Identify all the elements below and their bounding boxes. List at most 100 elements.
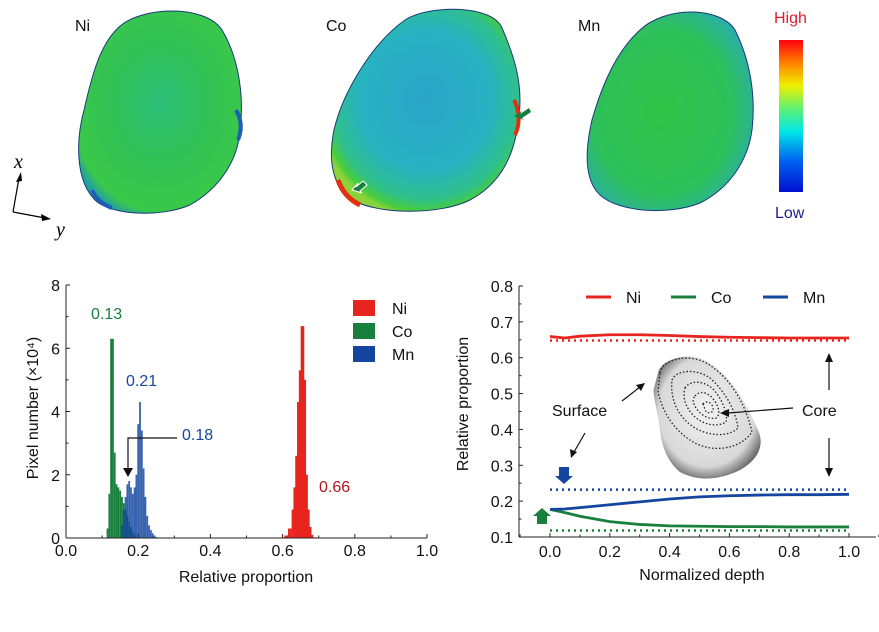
surface-arrow-line	[573, 432, 586, 453]
map-label-co: Co	[326, 18, 347, 35]
axis-x-label: x	[14, 151, 23, 173]
legend-swatch-co	[353, 323, 375, 339]
histogram-y-label: Pixel number (×10⁴)	[25, 337, 42, 480]
core-arrow-down-head	[825, 468, 833, 477]
profile-x-tick-label: 0.6	[718, 544, 740, 561]
histogram-bar-ni	[307, 526, 312, 538]
profile-x-tick-label: 0.4	[658, 544, 680, 561]
histogram-bar-ni	[309, 534, 314, 538]
histogram-bar-mn	[133, 487, 136, 538]
co-up-arrow-icon	[533, 508, 551, 524]
profile-y-label: Relative proportion	[455, 337, 472, 471]
histogram-bar-co	[110, 338, 113, 538]
histogram-bar-mn	[142, 468, 145, 538]
profile-y-tick-label: 0.5	[491, 387, 513, 404]
legend-label-mn: Mn	[392, 347, 414, 364]
mn-down-arrow-icon	[555, 467, 573, 484]
annotation-arrow-head	[123, 468, 133, 477]
colorbar-low-label: Low	[775, 205, 805, 222]
histogram-bar-mn	[153, 535, 156, 538]
histogram-bar-co	[108, 493, 111, 538]
legend-label-ni: Ni	[392, 301, 407, 318]
histogram-x-tick-label: 0.2	[127, 543, 149, 560]
histogram-bar-mn	[146, 515, 149, 538]
histogram-bar-mn	[139, 402, 141, 538]
profile-x-tick-label: 0.8	[778, 544, 800, 561]
histogram-y-tick-label: 2	[51, 468, 60, 485]
histogram-x-tick-label: 0.8	[344, 543, 366, 560]
histogram-bar-ni	[288, 528, 292, 538]
histogram-bar-mn	[144, 496, 147, 538]
profile-y-tick-label: 0.3	[491, 458, 513, 475]
depth-profile-chart: 0.0 0.2 0.4 0.6 0.8 1.0 0.1 0.2 0.3 0.4 0.5 0.6 0.7 0…	[455, 279, 879, 584]
histogram-bar-ni	[284, 535, 289, 538]
histogram-bar-co	[117, 487, 120, 538]
histogram-y-tick-label: 8	[51, 278, 60, 295]
annotation-ni-peak: 0.66	[319, 479, 350, 496]
profile-x-tick-label: 0.2	[599, 544, 621, 561]
map-ni	[78, 10, 243, 214]
profile-x-tick-label: 1.0	[838, 544, 860, 561]
histogram-bar-co	[113, 452, 116, 538]
histogram-chart: 0.0 0.2 0.4 0.6 0.8 1.0 0 2 4 6 8 Pixel number (×1…	[25, 278, 438, 586]
legend-label-co: Co	[392, 324, 413, 341]
histogram-bar-mn	[140, 430, 143, 538]
profile-x-label: Normalized depth	[639, 567, 764, 584]
colorbar	[779, 40, 803, 192]
histogram-x-tick-label: 0.6	[271, 543, 293, 560]
histogram-bar-mn	[124, 496, 127, 538]
axes-indicator	[12, 172, 51, 221]
axis-y-label: y	[56, 219, 65, 241]
surface-arrow-head	[636, 383, 645, 391]
core-arrow-head	[720, 409, 729, 417]
arrow-icon	[514, 108, 531, 120]
colorbar-high-label: High	[774, 10, 807, 27]
histogram-bar-mn	[135, 474, 138, 538]
histogram-bar-co	[119, 490, 122, 538]
elemental-maps	[12, 8, 803, 221]
profile-y-tick-label: 0.7	[491, 315, 513, 332]
histogram-bar-mn	[148, 525, 150, 538]
histogram-bar-mn	[122, 509, 125, 538]
histogram-bar-ni	[304, 474, 308, 538]
core-arrow-up-head	[825, 353, 833, 362]
map-label-ni: Ni	[75, 18, 91, 35]
profile-line-mn	[549, 492, 850, 511]
profile-x-tick-label: 0.0	[539, 544, 561, 561]
histogram-bar-mn	[121, 525, 123, 538]
core-arrow-line	[727, 407, 794, 414]
profile-y-tick-label: 0.6	[491, 351, 513, 368]
histogram-y-tick-label: 4	[51, 405, 60, 422]
histogram-bar-mn	[137, 424, 140, 538]
annotation-mn-peak: 0.21	[126, 373, 157, 390]
map-co	[330, 8, 531, 212]
histogram-bar-mn	[151, 533, 154, 538]
arrow-icon	[351, 180, 368, 194]
annotation-surface: Surface	[552, 403, 607, 420]
surface-arrow-line	[621, 386, 641, 402]
histogram-bar-mn	[131, 493, 134, 538]
legend-label-ni: Ni	[626, 290, 641, 307]
particle-sketch	[653, 356, 761, 479]
histogram-bar-mn	[130, 487, 132, 538]
histogram-x-tick-label: 1.0	[416, 543, 438, 560]
histogram-x-label: Relative proportion	[179, 569, 313, 586]
annotation-core: Core	[802, 403, 837, 420]
histogram-bar-co	[121, 496, 123, 538]
legend-label-mn: Mn	[803, 290, 825, 307]
histogram-bar-ni	[302, 379, 307, 538]
histogram-y-tick-label: 0	[51, 531, 60, 548]
histogram-x-tick-label: 0.0	[55, 543, 77, 560]
profile-y-tick-label: 0.4	[491, 422, 513, 439]
histogram-bar-mn	[149, 530, 152, 538]
legend-swatch-mn	[353, 346, 375, 362]
histogram-x-tick-label: 0.4	[199, 543, 221, 560]
histogram-bar-co	[112, 338, 114, 538]
profile-y-tick-label: 0.8	[491, 279, 513, 296]
map-label-mn: Mn	[578, 18, 601, 35]
histogram-bar-co	[115, 484, 118, 538]
profile-y-tick-label: 0.2	[491, 494, 513, 511]
legend-label-co: Co	[711, 290, 732, 307]
profile-y-tick-label: 0.1	[491, 530, 513, 547]
surface-arrow-head	[570, 449, 577, 458]
